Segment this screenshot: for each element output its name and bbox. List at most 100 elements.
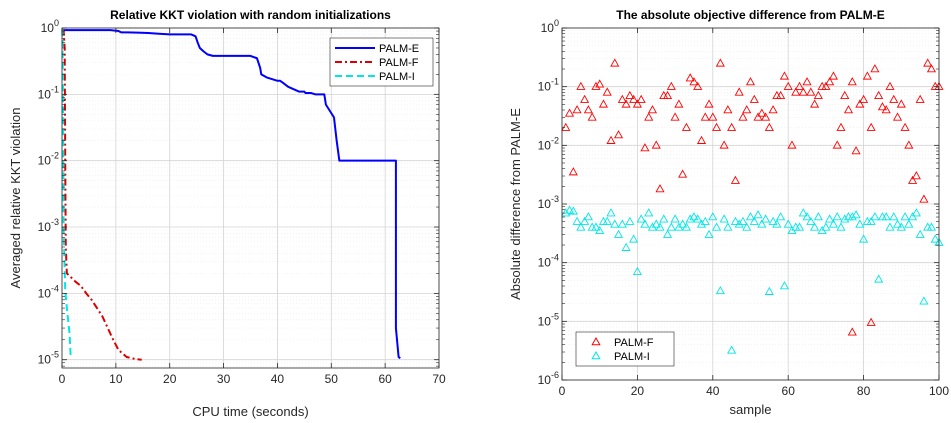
scatter-point-palm-i [723, 222, 733, 231]
scatter-point-palm-f [651, 140, 661, 149]
scatter-point-palm-f [617, 94, 627, 103]
scatter-point-palm-i [915, 229, 925, 238]
scatter-point-palm-f [840, 90, 850, 100]
scatter-point-palm-f [742, 105, 752, 114]
scatter-point-palm-f [629, 94, 639, 103]
scatter-point-palm-i [908, 212, 918, 221]
scatter-point-palm-i [761, 214, 771, 223]
y-tick-label: 10-2 [538, 135, 559, 152]
y-tick-label: 10-2 [38, 151, 59, 168]
x-tick-label: 0 [559, 384, 566, 398]
scatter-point-palm-i [930, 234, 940, 243]
scatter-point-palm-f [564, 108, 575, 117]
y-tick-exponent: -4 [51, 283, 59, 293]
scatter-point-palm-f [810, 99, 820, 108]
scatter-point-palm-f [625, 90, 635, 100]
scatter-point-palm-f [847, 77, 857, 86]
plot-area [561, 58, 944, 354]
scatter-point-palm-f [681, 122, 691, 131]
scatter-point-palm-f [851, 146, 861, 155]
scatter-point-palm-f [813, 90, 823, 100]
legend-box [329, 37, 434, 87]
scatter-point-palm-i [568, 206, 578, 215]
scatter-point-palm-f [855, 99, 865, 108]
scatter-point-palm-i [636, 214, 646, 223]
scatter-point-palm-f [862, 71, 872, 80]
scatter-point-palm-i [813, 212, 823, 221]
scatter-point-palm-i [870, 212, 880, 221]
scatter-point-palm-i [629, 234, 639, 243]
scatter-point-palm-f [613, 130, 624, 139]
scatter-point-palm-f [843, 105, 854, 114]
y-tick-exponent: -6 [551, 370, 559, 380]
x-tick-label: 0 [59, 372, 66, 386]
y-tick-exponent: -4 [551, 253, 559, 263]
y-tick-label: 10-4 [538, 253, 559, 270]
scatter-point-palm-i [783, 219, 793, 228]
scatter-point-palm-f [900, 122, 910, 131]
x-tick-label: 30 [217, 372, 231, 386]
scatter-point-palm-f [674, 99, 684, 108]
scatter-point-palm-f [696, 135, 707, 144]
scatter-point-palm-i [678, 219, 688, 228]
scatter-point-palm-i [828, 219, 839, 228]
x-tick-label: 100 [929, 384, 949, 398]
scatter-point-palm-f [602, 87, 612, 96]
legend-label-palm-f: PALM-F [614, 337, 654, 349]
y-tick-exponent: -5 [51, 350, 59, 360]
scatter-point-palm-i [730, 216, 740, 225]
scatter-point-palm-f [753, 112, 763, 121]
scatter-point-palm-i [847, 212, 857, 221]
scatter-point-palm-f [749, 94, 759, 103]
scatter-point-palm-i [666, 222, 676, 231]
scatter-point-palm-i [810, 222, 820, 231]
scatter-point-palm-i [712, 222, 722, 231]
scatter-point-palm-i [704, 229, 714, 238]
scatter-point-palm-f [632, 99, 642, 108]
scatter-point-palm-f [647, 105, 658, 114]
scatter-point-palm-f [870, 64, 880, 73]
scatter-point-palm-f [693, 81, 703, 90]
y-tick-label: 100 [41, 18, 59, 35]
scatter-point-palm-f [610, 58, 620, 67]
scatter-point-palm-i [561, 208, 571, 217]
y-tick-label: 10-1 [538, 77, 559, 94]
scatter-point-palm-f [791, 87, 801, 96]
scatter-point-palm-i [659, 214, 669, 223]
scatter-point-palm-i [794, 222, 805, 231]
scatter-point-palm-f [896, 99, 906, 108]
scatter-point-palm-f [561, 122, 571, 131]
scatter-point-palm-f [794, 81, 805, 90]
y-axis-label: Absolute difference from PALM-E [508, 108, 523, 300]
scatter-point-palm-f [662, 90, 673, 100]
scatter-point-palm-i [715, 285, 725, 295]
scatter-point-palm-f [666, 81, 676, 90]
scatter-point-palm-f [606, 135, 616, 144]
scatter-point-palm-f [776, 90, 786, 100]
scatter-point-palm-i [598, 216, 609, 225]
scatter-point-palm-f [659, 90, 669, 100]
scatter-point-palm-f [727, 122, 737, 131]
scatter-point-palm-f [761, 112, 771, 121]
scatter-point-palm-f [802, 77, 812, 86]
scatter-point-palm-f [712, 122, 722, 131]
scatter-point-palm-f [700, 112, 710, 121]
scatter-point-palm-f [866, 317, 876, 326]
scatter-point-palm-i [719, 214, 729, 223]
scatter-point-palm-f [708, 112, 718, 121]
scatter-point-palm-i [587, 222, 597, 231]
chart-title: The absolute objective difference from P… [616, 8, 885, 22]
y-tick-exponent: -3 [551, 194, 559, 204]
legend-box [575, 331, 675, 367]
scatter-point-palm-f [885, 81, 895, 90]
x-axis-label: CPU time (seconds) [192, 404, 308, 419]
scatter-point-palm-i [749, 216, 759, 225]
scatter-point-palm-f [730, 175, 740, 184]
scatter-point-palm-f [576, 81, 586, 90]
scatter-point-palm-f [640, 143, 650, 152]
scatter-point-palm-f [719, 140, 729, 149]
scatter-point-palm-f [745, 77, 756, 86]
scatter-point-palm-i [892, 219, 903, 228]
